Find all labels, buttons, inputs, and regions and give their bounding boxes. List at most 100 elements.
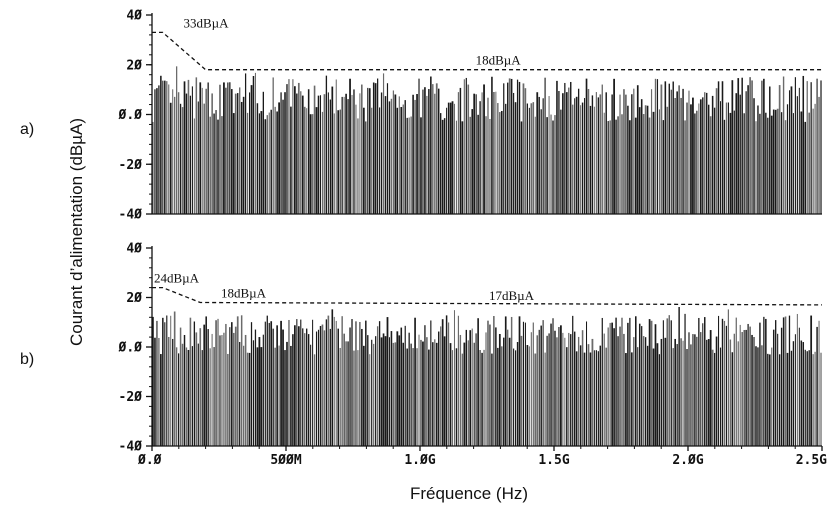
bar <box>625 353 627 446</box>
bar <box>670 89 672 214</box>
bar <box>741 77 743 215</box>
bar <box>516 342 519 446</box>
bar <box>272 328 274 446</box>
bar <box>461 353 464 446</box>
bar <box>396 331 399 446</box>
bar <box>242 345 245 446</box>
bar <box>654 78 657 214</box>
bar <box>800 340 803 446</box>
bar <box>516 79 519 214</box>
bar <box>682 340 684 446</box>
bar <box>792 113 794 214</box>
bar <box>266 315 268 446</box>
bar <box>615 119 617 214</box>
bar <box>731 352 734 446</box>
bar <box>297 326 300 446</box>
bar <box>607 327 609 446</box>
bar <box>372 82 375 215</box>
bar <box>306 328 308 446</box>
bar <box>704 92 706 214</box>
bar <box>546 335 548 446</box>
bar <box>684 313 686 446</box>
bar <box>154 89 156 214</box>
bar <box>759 322 761 446</box>
bar <box>729 112 732 214</box>
bar <box>641 326 643 446</box>
bar <box>229 82 231 214</box>
bar <box>280 92 282 214</box>
panel-a: a) 4Ø 2Ø Ø.Ø -2Ø -4Ø 33dBµA 18dBµA <box>20 9 822 223</box>
bar <box>232 113 235 214</box>
bar <box>536 335 539 446</box>
bar <box>412 348 414 446</box>
bar <box>312 319 314 446</box>
bar <box>770 115 773 214</box>
bar <box>398 96 400 214</box>
bar <box>778 354 781 446</box>
bar <box>609 322 611 446</box>
bar <box>487 320 489 446</box>
bar <box>699 99 702 214</box>
bar <box>205 316 207 446</box>
bar <box>568 332 570 446</box>
bar <box>487 97 489 214</box>
bar <box>246 352 249 446</box>
bar <box>446 107 448 214</box>
bar <box>465 77 467 214</box>
bar <box>627 105 629 214</box>
bar <box>467 340 469 446</box>
bar <box>735 317 737 446</box>
bar <box>763 78 765 214</box>
bar <box>637 347 639 446</box>
bar <box>355 104 357 214</box>
bar <box>682 88 684 214</box>
bar <box>504 316 507 446</box>
bar <box>426 337 428 446</box>
bar <box>631 94 633 214</box>
bar <box>514 102 517 214</box>
x-tick-label: Ø.Ø <box>137 453 162 468</box>
bar <box>195 332 198 446</box>
bar <box>503 337 505 446</box>
bar <box>294 325 296 446</box>
bar <box>818 96 820 214</box>
bar <box>410 343 412 446</box>
bar <box>564 337 566 446</box>
bar <box>666 106 669 214</box>
bar <box>223 332 225 446</box>
bar <box>638 107 641 214</box>
bar <box>497 103 499 214</box>
bar <box>311 114 314 214</box>
bar <box>219 84 221 214</box>
bar <box>164 80 166 214</box>
y-tick-label: -2Ø <box>119 158 143 173</box>
bar <box>522 321 525 446</box>
bar <box>369 354 371 446</box>
bar <box>700 332 702 446</box>
bar <box>552 318 554 446</box>
bar <box>589 352 592 446</box>
bar <box>753 337 755 446</box>
bar <box>477 114 479 214</box>
bar <box>152 121 154 214</box>
bar <box>337 328 339 446</box>
bar <box>441 119 444 214</box>
bar <box>560 109 562 214</box>
bar <box>229 327 231 446</box>
bar <box>422 341 424 446</box>
bar <box>309 114 312 214</box>
bar <box>375 336 377 446</box>
bar <box>660 84 663 214</box>
bar <box>382 333 385 446</box>
bar <box>763 316 765 446</box>
bar <box>215 320 217 446</box>
bar <box>307 89 310 214</box>
bar <box>282 99 284 214</box>
bar <box>715 336 718 446</box>
bar <box>353 350 355 446</box>
bar <box>514 350 517 446</box>
bar <box>733 110 735 214</box>
bar <box>500 110 503 214</box>
bar <box>751 334 753 446</box>
bar <box>782 76 785 215</box>
